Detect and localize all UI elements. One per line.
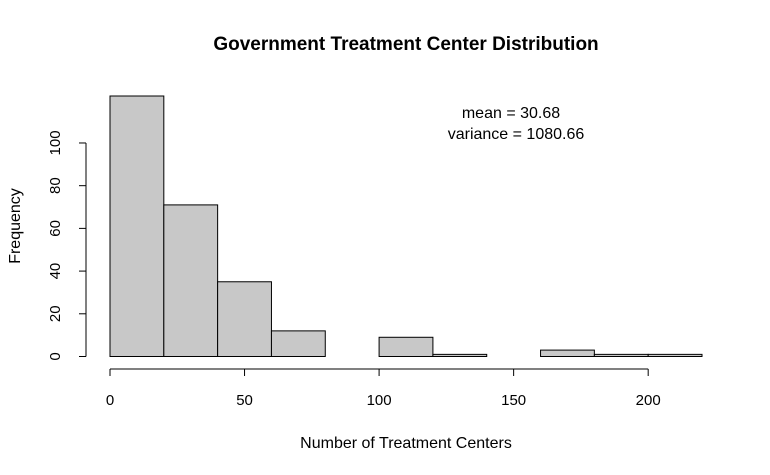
variance-annotation: variance = 1080.66 — [448, 126, 585, 143]
histogram-bar-10 — [647, 353, 703, 357]
histogram-bar-8 — [540, 349, 595, 358]
x-axis: 0 50 100 150 200 — [106, 368, 661, 409]
x-tick-label: 0 — [106, 392, 114, 409]
x-tick-label: 150 — [501, 392, 526, 409]
x-tick-label: 100 — [367, 392, 392, 409]
y-tick-label: 20 — [47, 305, 64, 322]
x-axis-label: Number of Treatment Centers — [300, 435, 512, 452]
histogram-bar-5 — [378, 336, 434, 357]
mean-annotation: mean = 30.68 — [462, 105, 560, 122]
y-tick-label: 80 — [47, 177, 64, 194]
chart-title: Government Treatment Center Distribution — [213, 34, 598, 55]
histogram-bar-2 — [217, 281, 272, 357]
bars-group — [109, 95, 703, 358]
y-axis-label: Frequency — [7, 188, 24, 264]
histogram-bar-9 — [593, 353, 649, 357]
x-tick-label: 200 — [636, 392, 661, 409]
y-tick-label: 100 — [47, 130, 64, 155]
y-tick-label: 40 — [47, 263, 64, 280]
histogram-bar-1 — [163, 204, 219, 357]
y-tick-label: 60 — [47, 220, 64, 237]
x-tick-label: 50 — [236, 392, 253, 409]
y-tick-label: 0 — [47, 352, 64, 360]
histogram-bar-6 — [432, 353, 488, 357]
y-axis: 0 20 40 60 80 100 — [47, 130, 87, 361]
histogram-bar-3 — [270, 330, 326, 357]
histogram-bar-0 — [109, 95, 165, 357]
